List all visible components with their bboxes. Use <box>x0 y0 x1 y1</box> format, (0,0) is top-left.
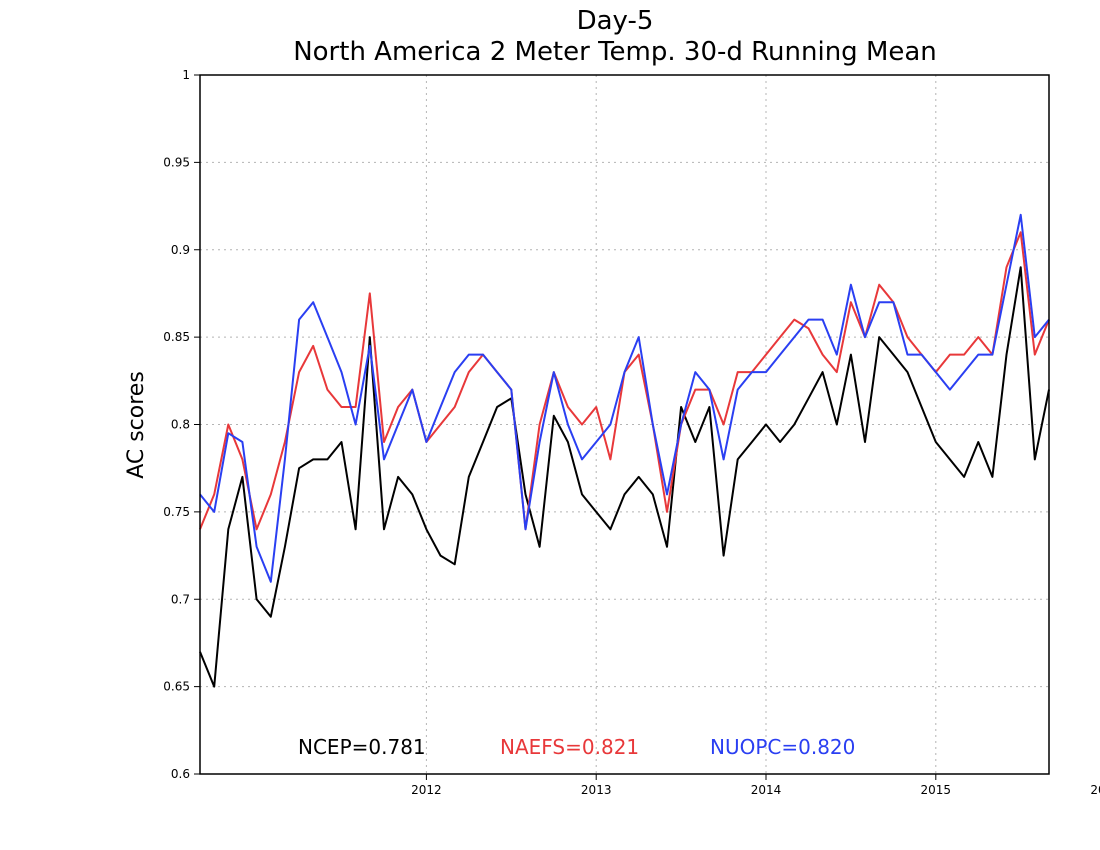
y-tick-label: 0.7 <box>171 592 190 606</box>
x-tick-label: 2015 <box>921 783 952 797</box>
y-tick-label: 0.9 <box>171 243 190 257</box>
y-tick-label: 0.6 <box>171 767 190 781</box>
x-tick-label: 2016 <box>1090 783 1100 797</box>
y-tick-label: 0.65 <box>163 680 190 694</box>
grid-lines <box>200 75 1049 774</box>
legend: NCEP=0.781 NAEFS=0.821 NUOPC=0.820 <box>298 735 855 759</box>
legend-entry-1: NAEFS=0.821 <box>500 735 639 759</box>
axis-ticks: 0.6 0.65 0.7 0.75 0.8 0.85 0.9 0.95 1 2012 2013 201… <box>163 68 1100 797</box>
y-tick-label: 0.75 <box>163 505 190 519</box>
series-line-ncep <box>199 266 1050 688</box>
y-tick-label: 1 <box>182 68 190 82</box>
series-line-naefs <box>199 231 1050 531</box>
x-tick-label: 2012 <box>411 783 442 797</box>
legend-entry-2: NUOPC=0.820 <box>710 735 855 759</box>
x-tick-label: 2014 <box>751 783 782 797</box>
x-tick-label: 2013 <box>581 783 612 797</box>
series-lines <box>199 213 1050 688</box>
y-tick-label: 0.85 <box>163 330 190 344</box>
y-axis-label: AC scores <box>124 371 149 479</box>
y-tick-label: 0.95 <box>163 155 190 169</box>
chart-subtitle: North America 2 Meter Temp. 30-d Running… <box>293 37 937 67</box>
y-tick-label: 0.8 <box>171 418 190 432</box>
legend-entry-0: NCEP=0.781 <box>298 735 426 759</box>
chart-title: Day-5 <box>577 6 654 36</box>
series-line-nuopc <box>199 213 1050 583</box>
